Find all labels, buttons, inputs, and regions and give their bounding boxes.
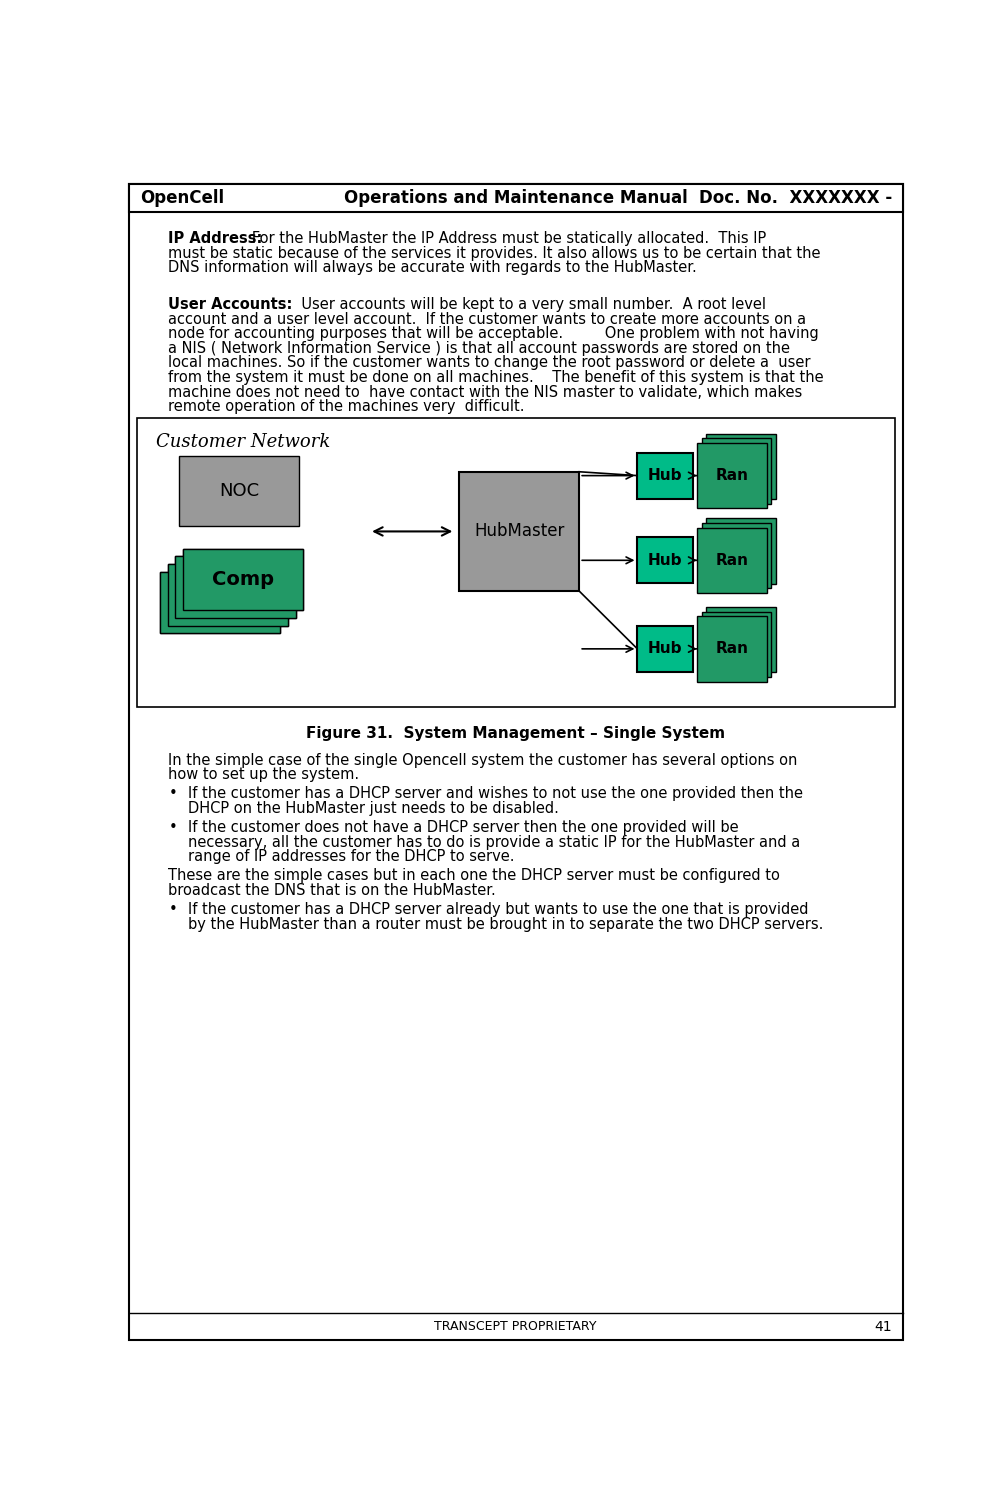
Text: by the HubMaster than a router must be brought in to separate the two DHCP serve: by the HubMaster than a router must be b…: [188, 916, 824, 931]
Text: Comp: Comp: [212, 570, 274, 589]
Bar: [459, 472, 579, 592]
Bar: [637, 626, 693, 672]
Text: These are the simple cases but in each one the DHCP server must be configured to: These are the simple cases but in each o…: [168, 868, 780, 883]
Text: User Accounts:: User Accounts:: [168, 297, 293, 312]
Bar: [697, 528, 766, 593]
Text: For the HubMaster the IP Address must be statically allocated.  This IP: For the HubMaster the IP Address must be…: [239, 231, 766, 246]
Text: User accounts will be kept to a very small number.  A root level: User accounts will be kept to a very sma…: [269, 297, 766, 312]
Bar: [160, 572, 280, 634]
Bar: [160, 572, 280, 634]
Text: Hub: Hub: [649, 641, 683, 656]
Text: •: •: [168, 786, 177, 801]
Text: Ran: Ran: [715, 468, 748, 483]
Text: DHCP on the HubMaster just needs to be disabled.: DHCP on the HubMaster just needs to be d…: [188, 801, 559, 816]
Text: TRANSCEPT PROPRIETARY: TRANSCEPT PROPRIETARY: [434, 1320, 597, 1334]
Text: machine does not need to  have contact with the NIS master to validate, which ma: machine does not need to have contact wi…: [168, 385, 803, 400]
Text: If the customer does not have a DHCP server then the one provided will be: If the customer does not have a DHCP ser…: [188, 819, 738, 834]
Text: how to set up the system.: how to set up the system.: [168, 768, 359, 783]
Bar: [168, 564, 288, 626]
Text: •: •: [168, 902, 177, 917]
Bar: [637, 537, 693, 584]
Text: If the customer has a DHCP server and wishes to not use the one provided then th: If the customer has a DHCP server and wi…: [188, 786, 803, 801]
Text: Figure 31.  System Management – Single System: Figure 31. System Management – Single Sy…: [306, 726, 725, 741]
Text: •: •: [168, 819, 177, 834]
Text: a NIS ( Network Information Service ) is that all account passwords are stored o: a NIS ( Network Information Service ) is…: [168, 341, 790, 356]
Text: HubMaster: HubMaster: [474, 522, 564, 540]
Text: range of IP addresses for the DHCP to serve.: range of IP addresses for the DHCP to se…: [188, 850, 515, 865]
Text: necessary, all the customer has to do is provide a static IP for the HubMaster a: necessary, all the customer has to do is…: [188, 834, 801, 850]
Text: Ran: Ran: [724, 537, 748, 551]
Text: Operations and Maintenance Manual: Operations and Maintenance Manual: [343, 189, 688, 207]
Text: Ran: Ran: [715, 552, 748, 567]
Text: Ran: Ran: [724, 453, 748, 466]
Text: must be static because of the services it provides. It also allows us to be cert: must be static because of the services i…: [168, 246, 821, 261]
Text: from the system it must be done on all machines.    The benefit of this system i: from the system it must be done on all m…: [168, 370, 824, 385]
Bar: [697, 442, 766, 509]
Text: OpenCell: OpenCell: [140, 189, 224, 207]
Text: Ran: Ran: [715, 641, 748, 656]
Bar: [702, 438, 771, 504]
Bar: [697, 616, 766, 682]
Text: Ran: Ran: [724, 626, 748, 640]
Bar: [183, 549, 303, 610]
Bar: [183, 549, 303, 610]
Text: remote operation of the machines very  difficult.: remote operation of the machines very di…: [168, 400, 525, 415]
Bar: [637, 453, 693, 498]
Bar: [179, 456, 299, 525]
Text: NOC: NOC: [220, 481, 260, 499]
Text: Hub: Hub: [649, 552, 683, 567]
Bar: [137, 418, 895, 706]
Bar: [702, 611, 771, 678]
Bar: [706, 607, 776, 673]
Bar: [702, 524, 771, 589]
Text: broadcast the DNS that is on the HubMaster.: broadcast the DNS that is on the HubMast…: [168, 883, 496, 898]
Bar: [168, 564, 288, 626]
Text: If the customer has a DHCP server already but wants to use the one that is provi: If the customer has a DHCP server alread…: [188, 902, 809, 917]
Text: account and a user level account.  If the customer wants to create more accounts: account and a user level account. If the…: [168, 311, 807, 326]
Text: DNS information will always be accurate with regards to the HubMaster.: DNS information will always be accurate …: [168, 261, 697, 275]
Text: node for accounting purposes that will be acceptable.         One problem with n: node for accounting purposes that will b…: [168, 326, 820, 341]
Text: Hub: Hub: [649, 468, 683, 483]
Text: Customer Network: Customer Network: [156, 433, 330, 451]
Text: IP Address:: IP Address:: [168, 231, 263, 246]
Text: 41: 41: [875, 1320, 892, 1334]
Bar: [175, 557, 296, 619]
Text: Doc. No.  XXXXXXX -: Doc. No. XXXXXXX -: [699, 189, 892, 207]
Bar: [706, 433, 776, 499]
Bar: [175, 557, 296, 619]
Bar: [706, 518, 776, 584]
Bar: [129, 184, 903, 211]
Text: local machines. So if the customer wants to change the root password or delete a: local machines. So if the customer wants…: [168, 356, 811, 371]
Text: In the simple case of the single Opencell system the customer has several option: In the simple case of the single Opencel…: [168, 753, 798, 768]
